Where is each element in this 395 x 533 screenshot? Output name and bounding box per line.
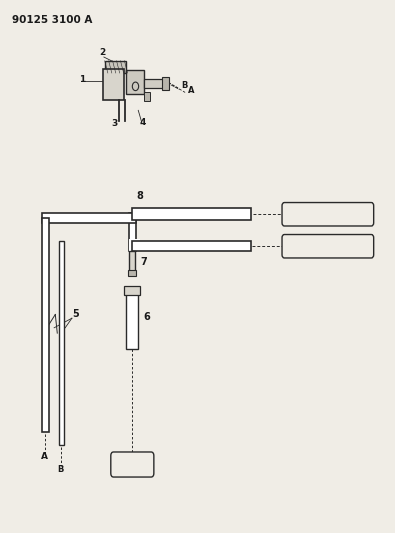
Text: 4: 4 bbox=[139, 118, 146, 127]
FancyBboxPatch shape bbox=[111, 452, 154, 477]
Text: 7: 7 bbox=[141, 257, 147, 267]
Text: A: A bbox=[41, 453, 48, 462]
Bar bbox=[128, 270, 136, 276]
Text: A: A bbox=[188, 86, 195, 95]
Bar bbox=[144, 92, 150, 101]
Bar bbox=[42, 213, 136, 223]
Polygon shape bbox=[105, 61, 126, 73]
Text: 6: 6 bbox=[143, 312, 150, 322]
Text: B: B bbox=[57, 465, 64, 474]
Bar bbox=[129, 239, 140, 251]
Bar bbox=[144, 79, 163, 88]
Bar bbox=[59, 241, 64, 445]
Bar bbox=[103, 69, 124, 100]
Text: 3: 3 bbox=[112, 119, 118, 128]
Bar bbox=[129, 251, 135, 271]
Bar bbox=[126, 290, 138, 349]
Text: VACUUM  HARNESS: VACUUM HARNESS bbox=[286, 242, 369, 251]
Bar bbox=[132, 208, 251, 220]
Bar bbox=[132, 241, 251, 251]
Text: 1: 1 bbox=[79, 75, 85, 84]
Bar bbox=[126, 70, 144, 94]
Bar bbox=[42, 218, 49, 432]
Bar bbox=[162, 77, 169, 90]
Text: VACUUM  HARNESS: VACUUM HARNESS bbox=[286, 210, 369, 219]
FancyBboxPatch shape bbox=[282, 203, 374, 226]
Text: B: B bbox=[182, 81, 188, 90]
Text: 90125 3100 A: 90125 3100 A bbox=[12, 15, 92, 25]
Text: 2: 2 bbox=[99, 49, 105, 58]
FancyBboxPatch shape bbox=[282, 235, 374, 258]
Text: 5: 5 bbox=[72, 309, 79, 319]
Bar bbox=[124, 286, 140, 295]
Text: 8: 8 bbox=[136, 191, 143, 201]
Bar bbox=[129, 213, 136, 251]
Text: PURGE: PURGE bbox=[117, 460, 148, 469]
